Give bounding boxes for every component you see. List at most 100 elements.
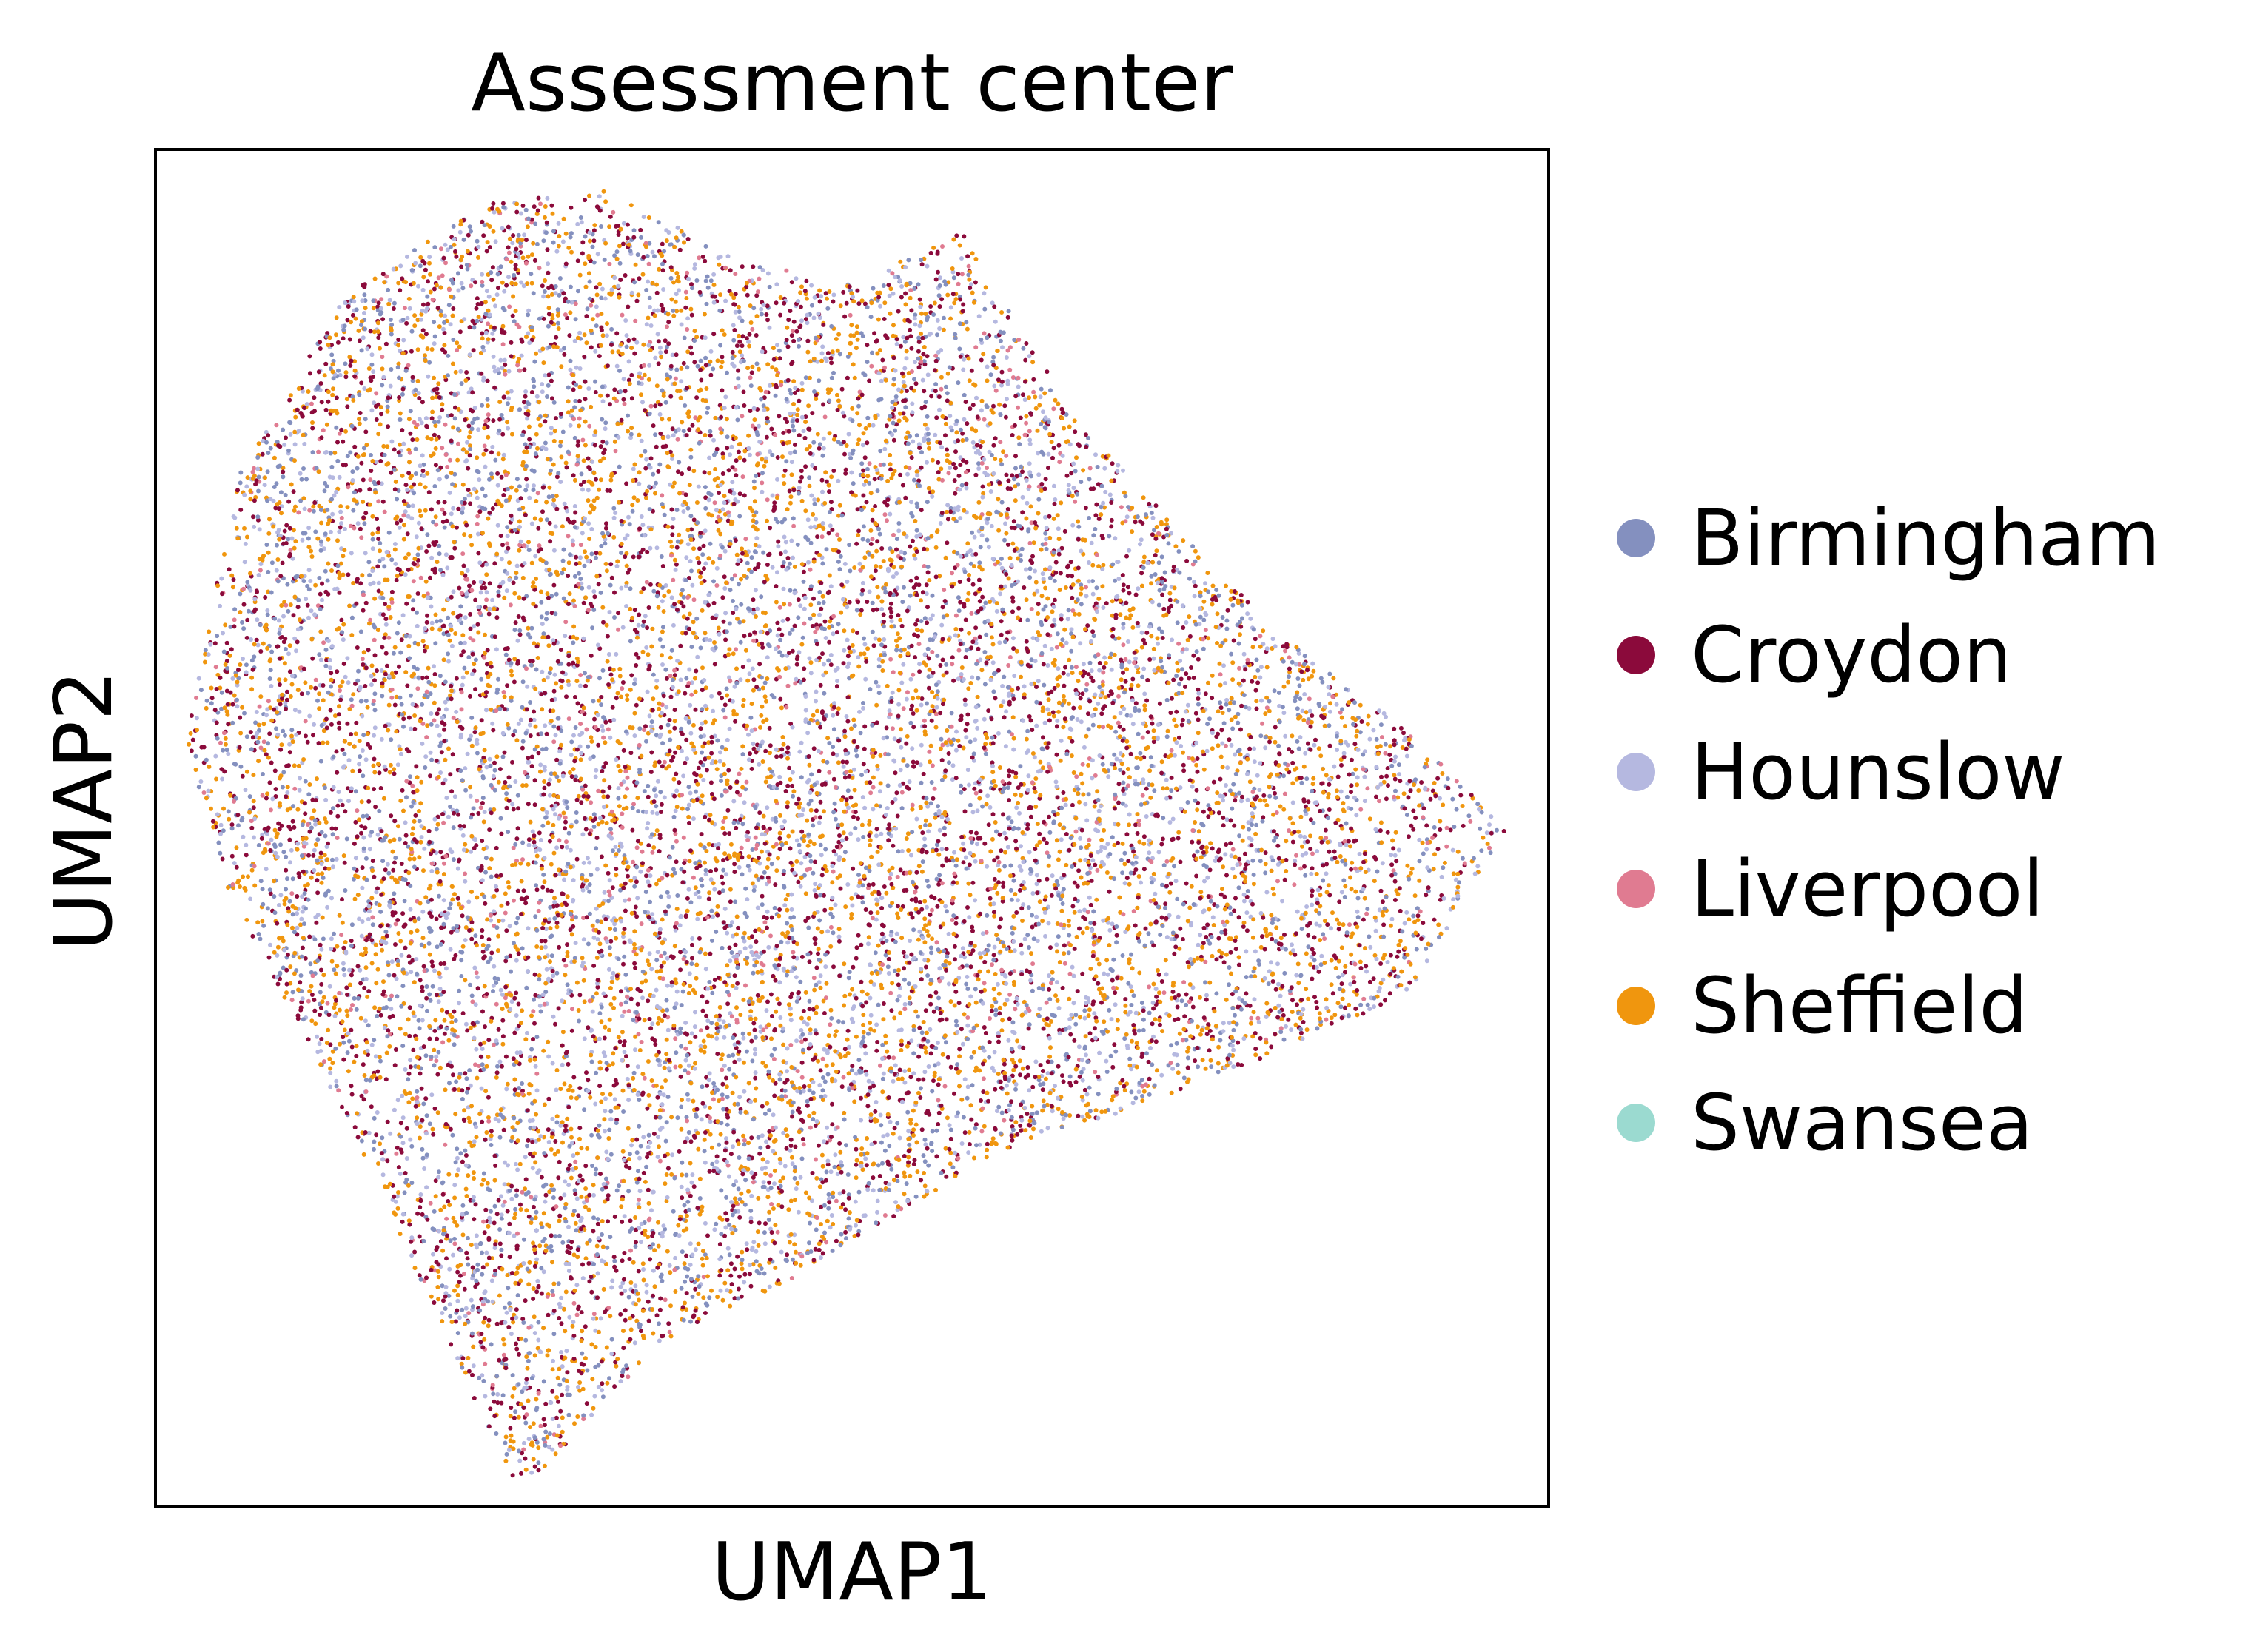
scatter-point-birmingham — [694, 616, 700, 621]
scatter-point-birmingham — [807, 475, 812, 480]
scatter-point-croydon — [507, 1221, 512, 1226]
scatter-point-birmingham — [544, 517, 549, 523]
scatter-point-liverpool — [1322, 936, 1327, 941]
scatter-point-birmingham — [323, 663, 329, 668]
scatter-point-birmingham — [790, 1257, 795, 1262]
scatter-point-birmingham — [266, 451, 271, 455]
scatter-point-birmingham — [1208, 899, 1213, 904]
scatter-point-birmingham — [1242, 1001, 1247, 1006]
scatter-point-hounslow — [874, 1022, 879, 1027]
scatter-point-sheffield — [881, 1017, 886, 1022]
scatter-point-sheffield — [1270, 886, 1275, 891]
scatter-point-croydon — [1184, 992, 1189, 997]
scatter-point-hounslow — [685, 1136, 690, 1141]
scatter-point-hounslow — [854, 1223, 858, 1228]
scatter-point-hounslow — [595, 252, 600, 257]
scatter-point-hounslow — [1034, 873, 1039, 878]
scatter-point-sheffield — [1117, 895, 1122, 900]
scatter-point-hounslow — [383, 622, 389, 627]
scatter-point-croydon — [951, 880, 956, 885]
scatter-point-croydon — [449, 789, 455, 794]
scatter-point-croydon — [302, 406, 307, 411]
scatter-point-hounslow — [982, 291, 987, 296]
scatter-point-croydon — [777, 414, 782, 419]
scatter-point-birmingham — [833, 816, 838, 822]
scatter-point-croydon — [510, 1473, 515, 1478]
scatter-point-sheffield — [979, 668, 985, 673]
scatter-point-birmingham — [572, 525, 577, 530]
scatter-point-hounslow — [295, 925, 300, 930]
scatter-point-birmingham — [862, 636, 866, 641]
scatter-point-sheffield — [1442, 860, 1447, 865]
scatter-point-sheffield — [584, 554, 589, 560]
scatter-point-croydon — [785, 783, 791, 788]
scatter-point-croydon — [1250, 679, 1255, 684]
scatter-point-sheffield — [529, 281, 534, 286]
scatter-point-croydon — [404, 1126, 409, 1131]
scatter-point-hounslow — [825, 1158, 831, 1164]
scatter-point-sheffield — [928, 759, 933, 765]
scatter-point-hounslow — [1024, 567, 1028, 572]
scatter-point-croydon — [375, 668, 379, 674]
scatter-point-sheffield — [387, 839, 392, 844]
scatter-point-croydon — [569, 1246, 573, 1251]
scatter-point-croydon — [629, 396, 634, 401]
scatter-point-hounslow — [275, 953, 280, 958]
scatter-point-croydon — [399, 637, 404, 642]
scatter-point-croydon — [770, 1014, 774, 1018]
scatter-point-birmingham — [719, 773, 724, 779]
scatter-point-croydon — [1407, 834, 1411, 839]
scatter-point-hounslow — [871, 982, 876, 987]
scatter-point-hounslow — [1005, 998, 1010, 1003]
scatter-point-hounslow — [907, 779, 912, 785]
scatter-point-sheffield — [1284, 869, 1289, 873]
scatter-point-birmingham — [228, 624, 233, 629]
scatter-point-birmingham — [719, 1232, 724, 1237]
scatter-point-croydon — [238, 507, 244, 512]
scatter-point-liverpool — [637, 742, 642, 748]
scatter-point-birmingham — [1039, 622, 1045, 628]
scatter-point-birmingham — [1233, 771, 1238, 776]
scatter-point-birmingham — [697, 1284, 702, 1289]
scatter-point-croydon — [1349, 783, 1354, 788]
scatter-point-hounslow — [958, 516, 963, 521]
scatter-point-liverpool — [557, 838, 562, 843]
scatter-point-croydon — [851, 814, 856, 819]
scatter-point-sheffield — [837, 503, 842, 508]
scatter-point-birmingham — [488, 956, 493, 961]
scatter-point-liverpool — [571, 1300, 577, 1306]
scatter-point-croydon — [1357, 943, 1362, 948]
scatter-point-croydon — [1005, 315, 1010, 320]
scatter-point-croydon — [468, 407, 473, 412]
scatter-point-hounslow — [702, 678, 707, 682]
scatter-point-croydon — [683, 914, 688, 919]
scatter-point-croydon — [991, 403, 996, 409]
scatter-point-croydon — [678, 1074, 683, 1079]
scatter-point-birmingham — [743, 886, 748, 891]
scatter-point-croydon — [1361, 1011, 1366, 1016]
scatter-point-hounslow — [597, 194, 602, 199]
scatter-point-sheffield — [452, 1195, 457, 1201]
scatter-point-croydon — [1233, 947, 1238, 952]
scatter-point-hounslow — [776, 544, 781, 549]
scatter-point-birmingham — [1327, 671, 1332, 676]
scatter-point-hounslow — [979, 533, 985, 538]
scatter-point-hounslow — [619, 585, 624, 591]
scatter-point-birmingham — [703, 244, 708, 249]
scatter-point-sheffield — [436, 381, 441, 386]
scatter-point-birmingham — [349, 697, 354, 702]
scatter-point-hounslow — [573, 941, 578, 945]
scatter-point-hounslow — [1016, 384, 1021, 389]
scatter-point-hounslow — [208, 642, 213, 647]
scatter-point-croydon — [1077, 926, 1082, 931]
scatter-point-sheffield — [347, 355, 352, 360]
scatter-point-sheffield — [1185, 637, 1190, 642]
scatter-point-croydon — [873, 504, 878, 508]
scatter-point-birmingham — [698, 645, 703, 651]
scatter-point-sheffield — [1329, 958, 1334, 963]
scatter-point-sheffield — [355, 893, 361, 898]
scatter-point-croydon — [813, 1246, 818, 1252]
scatter-point-sheffield — [567, 591, 572, 597]
scatter-point-croydon — [634, 1137, 640, 1142]
scatter-point-hounslow — [899, 745, 904, 750]
